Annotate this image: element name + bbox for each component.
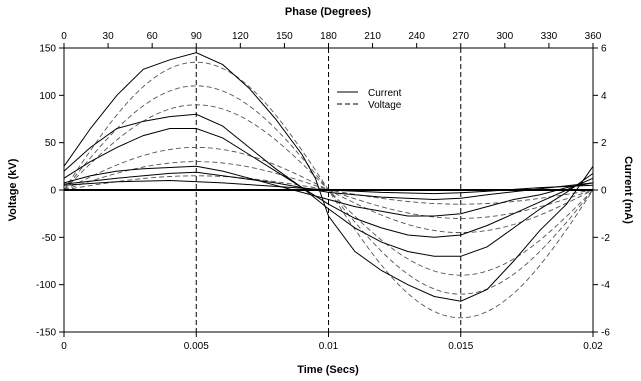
left-tick-label-4: -50 — [42, 233, 57, 244]
top-tick-label-6: 180 — [320, 31, 337, 42]
bottom-tick-label-1: 0.005 — [184, 341, 209, 352]
top-tick-label-3: 90 — [191, 31, 203, 42]
bottom-tick-label-2: 0.01 — [319, 341, 339, 352]
top-tick-label-0: 0 — [61, 31, 67, 42]
top-tick-label-9: 270 — [452, 31, 469, 42]
left-tick-label-0: 150 — [39, 44, 56, 55]
top-tick-label-1: 30 — [103, 31, 115, 42]
bottom-tick-label-0: 0 — [61, 341, 67, 352]
legend-voltage-label: Voltage — [368, 100, 402, 111]
voltage-series-4 — [63, 161, 594, 219]
reference-lines — [195, 48, 462, 332]
left-tick-label-1: 100 — [39, 91, 56, 102]
right-tick-label-6: -6 — [601, 328, 610, 339]
top-tick-label-5: 150 — [276, 31, 293, 42]
top-axis-title: Phase (Degrees) — [285, 6, 372, 18]
left-tick-label-2: 50 — [45, 138, 57, 149]
bottom-tick-label-4: 0.02 — [583, 341, 603, 352]
right-tick-label-1: 4 — [601, 91, 607, 102]
top-tick-label-8: 240 — [408, 31, 425, 42]
top-tick-label-10: 300 — [496, 31, 513, 42]
left-tick-label-6: -150 — [36, 328, 56, 339]
top-tick-label-11: 330 — [541, 31, 558, 42]
current-series-2 — [63, 128, 594, 238]
bottom-axis-title: Time (Secs) — [297, 364, 359, 376]
axis-ticks: 0 0.005 0.01 0.015 0.020 30 60 90 120 150 180 210 24… — [36, 31, 610, 352]
top-tick-label-12: 360 — [585, 31, 602, 42]
right-axis-title: Current (mA) — [622, 156, 634, 224]
current-series-1 — [63, 113, 594, 257]
bottom-tick-label-3: 0.015 — [448, 341, 473, 352]
top-tick-label-4: 120 — [232, 31, 249, 42]
right-tick-label-5: -4 — [601, 280, 610, 291]
right-tick-label-2: 2 — [601, 138, 607, 149]
current-series-0 — [63, 52, 594, 302]
top-tick-label-2: 60 — [147, 31, 159, 42]
left-axis-title: Voltage (kV) — [7, 158, 19, 221]
top-tick-label-7: 210 — [364, 31, 381, 42]
right-tick-label-4: -2 — [601, 233, 610, 244]
left-tick-label-3: 0 — [50, 186, 56, 197]
current-series-3 — [63, 165, 594, 217]
left-tick-label-5: -100 — [36, 280, 56, 291]
legend: Current Voltage — [337, 88, 402, 111]
right-tick-label-0: 6 — [601, 44, 607, 55]
right-tick-label-3: 0 — [601, 186, 607, 197]
legend-current-label: Current — [368, 88, 402, 99]
current-series-4 — [63, 171, 594, 201]
